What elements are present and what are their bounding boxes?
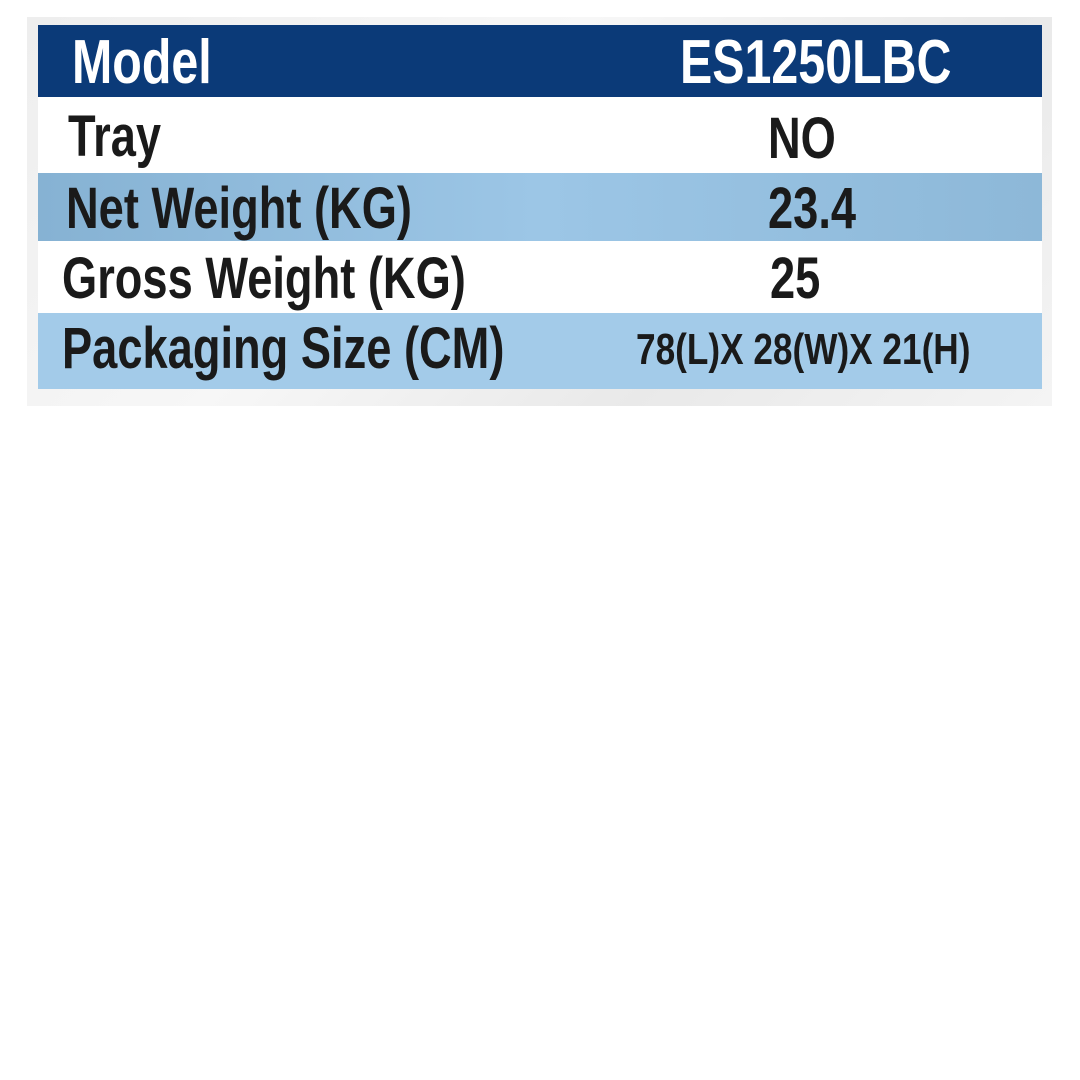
table-row: Net Weight (KG) 23.4 xyxy=(38,173,1042,241)
table-header-row: Model ES1250LBC xyxy=(38,25,1042,97)
row-value: NO xyxy=(768,106,836,171)
row-label: Net Weight (KG) xyxy=(66,176,412,241)
header-label: Model xyxy=(72,28,212,97)
row-label: Gross Weight (KG) xyxy=(62,246,466,311)
row-value: 23.4 xyxy=(768,176,857,241)
row-value: 25 xyxy=(770,246,821,311)
row-label: Tray xyxy=(68,104,162,169)
table-row: Tray NO xyxy=(38,97,1042,173)
row-label: Packaging Size (CM) xyxy=(62,316,505,381)
row-value: 78(L)X 28(W)X 21(H) xyxy=(636,325,971,374)
table-row: Gross Weight (KG) 25 xyxy=(38,241,1042,313)
table-row: Packaging Size (CM) 78(L)X 28(W)X 21(H) xyxy=(38,313,1042,389)
header-value: ES1250LBC xyxy=(680,28,952,97)
